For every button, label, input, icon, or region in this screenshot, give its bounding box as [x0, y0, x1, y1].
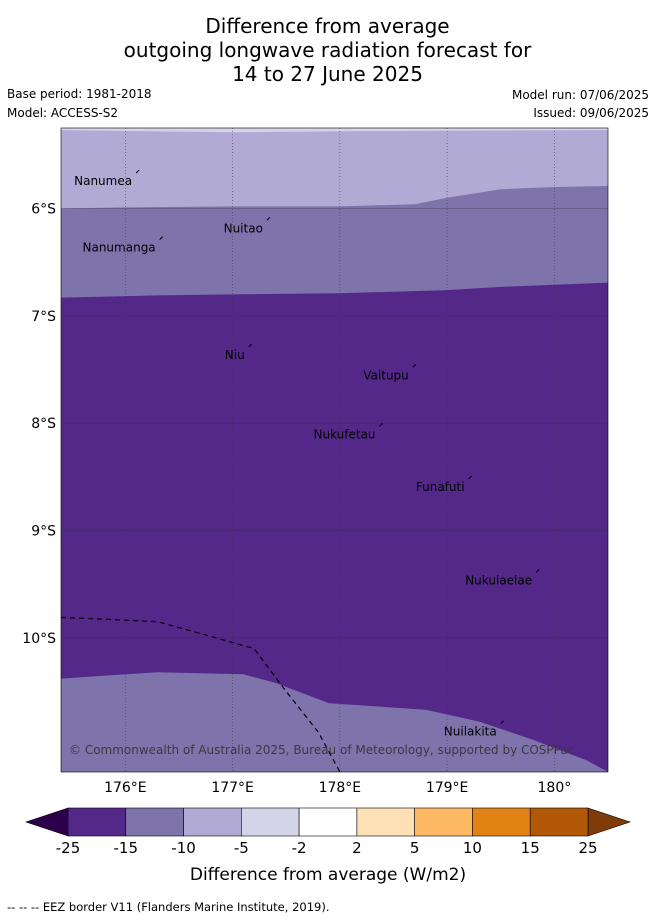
longitude-label: 178°E	[319, 780, 362, 796]
latitude-label: 6°S	[31, 202, 56, 218]
island-label: Nukulaelae	[465, 573, 532, 587]
island-marker	[135, 169, 140, 174]
colorbar-tick-label: -25	[56, 839, 81, 857]
colorbar-tick-label: 2	[352, 839, 362, 857]
island-label: Nanumanga	[83, 241, 156, 255]
island-label: Nuitao	[224, 221, 263, 235]
longitude-label: 180°	[538, 780, 572, 796]
island-marker	[379, 423, 383, 427]
colorbar-swatch	[241, 807, 300, 837]
colorbar-under-arrow	[25, 807, 69, 837]
longitude-label: 176°E	[104, 780, 147, 796]
colorbar-swatch	[529, 807, 589, 837]
island-marker	[159, 236, 164, 240]
title-line-1: Difference from average	[205, 14, 450, 38]
colorbar-tick-label: 10	[463, 839, 482, 857]
colorbar-tick-label: 15	[521, 839, 540, 857]
latitude-tick-labels: 6°S 7°S 8°S 9°S 10°S	[22, 202, 56, 647]
latitude-label: 7°S	[31, 309, 56, 325]
island-marker	[412, 363, 417, 368]
graticule	[61, 128, 608, 772]
island-marker	[266, 216, 271, 221]
issued-date: Issued: 09/06/2025	[533, 106, 649, 120]
eez-footnote: -- -- -- EEZ border V11 (Flanders Marine…	[7, 900, 330, 914]
latitude-label: 10°S	[22, 631, 56, 647]
contour-band	[61, 672, 608, 772]
island-label: Nuilakita	[444, 725, 497, 739]
latitude-label: 9°S	[31, 524, 56, 540]
map-frame	[60, 127, 609, 773]
island-marker	[468, 475, 472, 480]
colorbar-tick-label: -5	[234, 839, 249, 857]
island-label: Nanumea	[74, 174, 132, 188]
island-marker	[248, 343, 253, 348]
island-label: Nukufetau	[314, 427, 376, 441]
colorbar-swatch	[125, 807, 184, 837]
colorbar-tick-label: 5	[410, 839, 420, 857]
colorbar-swatch	[414, 807, 473, 837]
legend-title: Difference from average (W/m2)	[190, 865, 466, 885]
longitude-label: 177°E	[211, 780, 254, 796]
colorbar-tick-label: -15	[114, 839, 139, 857]
copyright-text: © Commonwealth of Australia 2025, Bureau…	[69, 743, 574, 757]
colorbar-swatch	[183, 807, 242, 837]
latitude-label: 8°S	[31, 416, 56, 432]
colorbar-swatch	[472, 807, 531, 837]
longitude-tick-labels: 176°E 177°E 178°E 179°E 180°	[104, 780, 571, 796]
island-label: Vaitupu	[363, 368, 409, 382]
island-label: Niu	[225, 348, 245, 362]
colorbar-tick-label: -2	[292, 839, 307, 857]
chart-title: Difference from average outgoing longwav…	[0, 14, 655, 86]
contour-fields	[61, 128, 608, 773]
island-marker	[535, 569, 540, 573]
colorbar: -25 -15 -10 -5 -2 2 5 10 15 25	[25, 807, 631, 857]
island-marker	[500, 720, 505, 725]
model-name: Model: ACCESS-S2	[7, 106, 119, 120]
colorbar-tick-label: -10	[171, 839, 196, 857]
colorbar-over-arrow	[587, 807, 631, 837]
title-line-2: outgoing longwave radiation forecast for	[123, 38, 532, 62]
colorbar-swatch	[67, 807, 127, 837]
longitude-label: 179°E	[426, 780, 469, 796]
island-label: Funafuti	[416, 480, 465, 494]
island-labels: Nanumea Nuitao Nanumanga Niu Vaitupu Nukufeta…	[74, 169, 540, 739]
colorbar-swatch	[356, 807, 415, 837]
colorbar-tick-label: 25	[578, 839, 597, 857]
base-period: Base period: 1981-2018	[7, 87, 152, 101]
forecast-map-svg: Nanumea Nuitao Nanumanga Niu Vaitupu Nukufeta…	[22, 127, 631, 885]
model-run-date: Model run: 07/06/2025	[511, 88, 649, 102]
contour-band	[61, 282, 608, 772]
colorbar-swatch	[298, 807, 358, 837]
title-line-3: 14 to 27 June 2025	[232, 62, 423, 86]
